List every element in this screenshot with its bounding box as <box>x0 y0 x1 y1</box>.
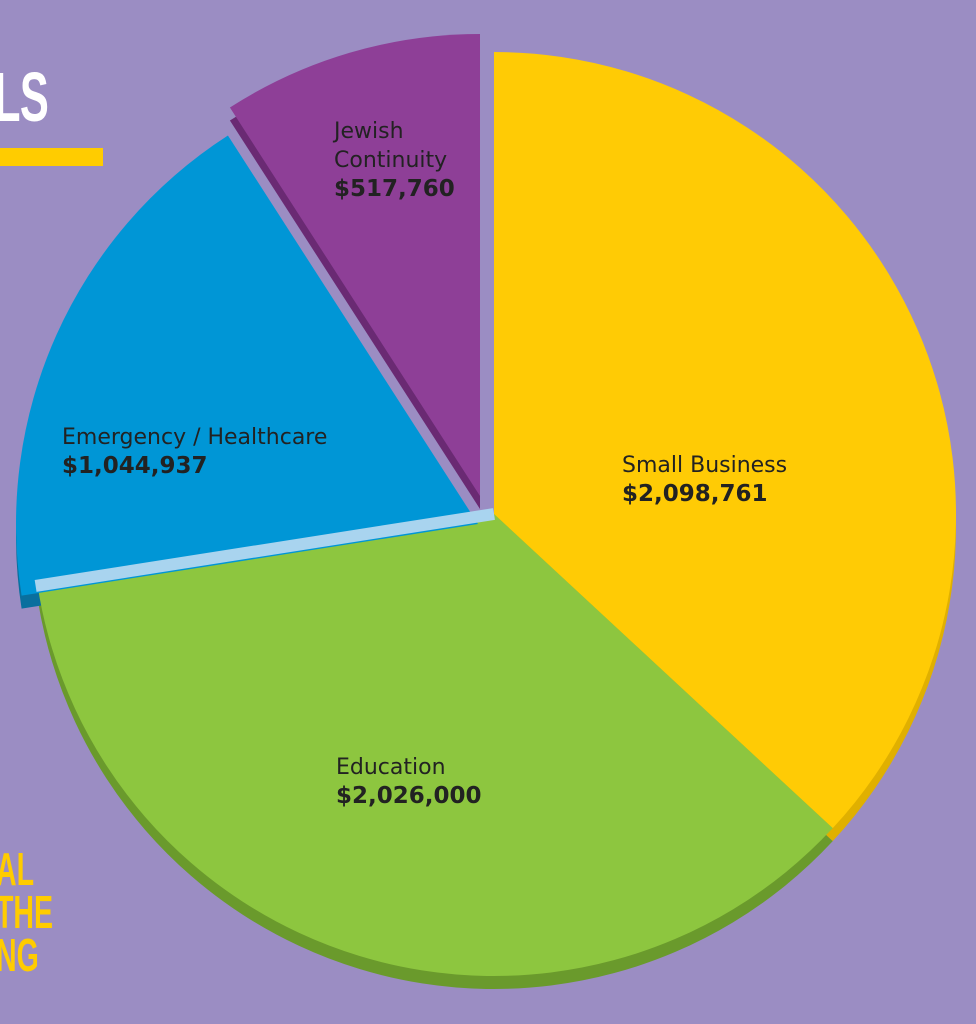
slice-label-name: Education <box>336 755 446 780</box>
slice-separator <box>34 508 495 592</box>
slice-label-value: $517,760 <box>334 176 455 202</box>
heading-fragment: LS <box>0 58 49 136</box>
slice-label-name: Small Business <box>622 453 787 478</box>
pie-slice-education <box>37 514 833 976</box>
pie-slices <box>16 34 956 976</box>
side-text-line: AL <box>0 843 35 895</box>
slice-label-name: Emergency / Healthcare <box>62 425 327 450</box>
side-text-line: NG <box>0 929 39 981</box>
pie-labels: Small Business $2,098,761 Education $2,026,… <box>62 119 787 809</box>
slice-label-group: Small Business $2,098,761 <box>622 453 787 507</box>
slice-label-group: Emergency / Healthcare $1,044,937 <box>62 425 327 479</box>
side-text-line: THE <box>0 886 54 938</box>
slice-label-name: Continuity <box>334 148 447 173</box>
slice-label-name: Jewish <box>332 119 404 144</box>
pie-slice-small-business <box>494 52 956 829</box>
side-text: AL THE NG <box>0 843 54 981</box>
slice-label-group: Jewish Continuity $517,760 <box>332 119 455 202</box>
pie-slice-emergency-healthcare <box>16 135 479 596</box>
slice-label-group: Education $2,026,000 <box>336 755 482 809</box>
slice-label-value: $1,044,937 <box>62 453 208 479</box>
heading-underline <box>0 148 103 166</box>
slice-label-value: $2,098,761 <box>622 481 768 507</box>
slice-label-value: $2,026,000 <box>336 783 482 809</box>
pie-slice-jewish-continuity <box>229 34 480 496</box>
